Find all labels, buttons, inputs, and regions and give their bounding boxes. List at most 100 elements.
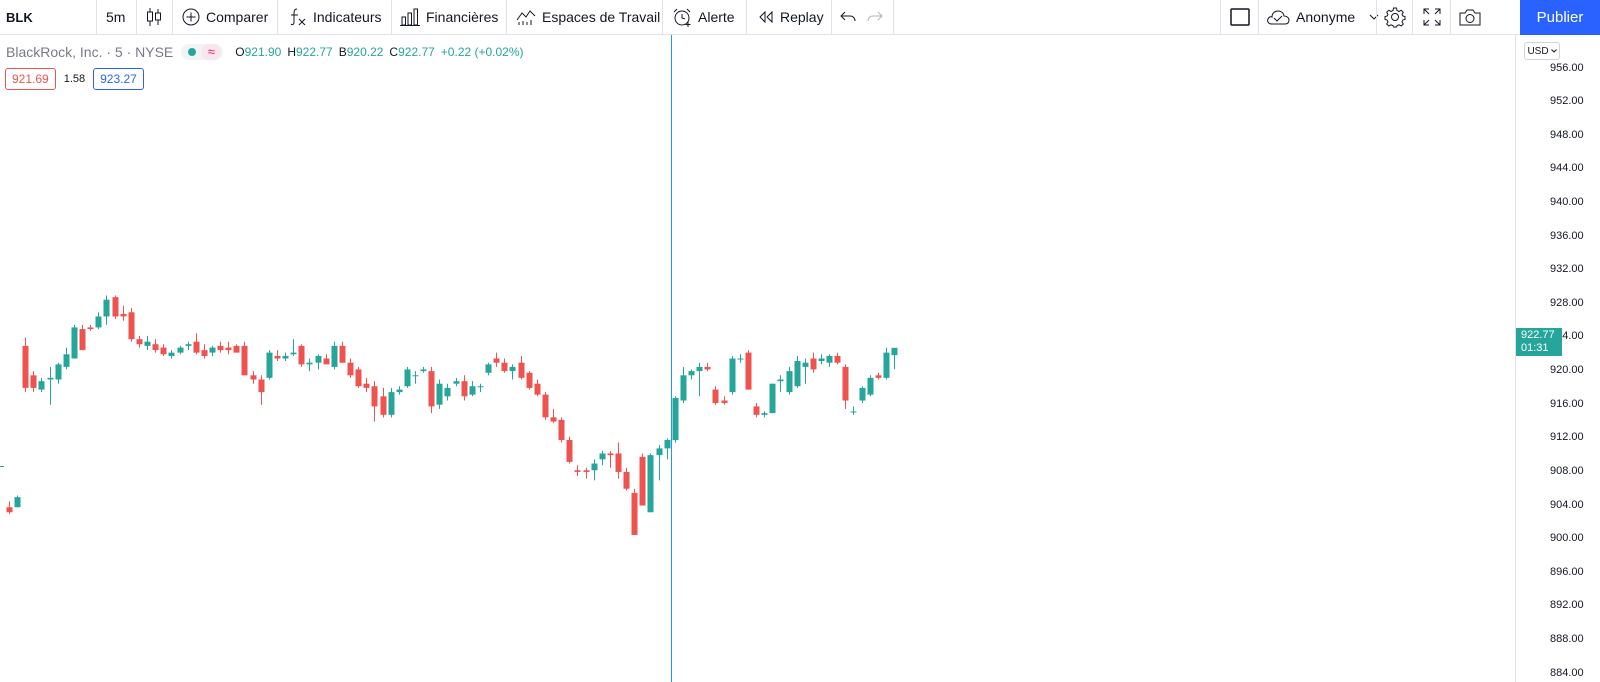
candle <box>444 383 451 401</box>
candle-body <box>615 453 622 472</box>
candle <box>745 350 752 390</box>
chart-type-button[interactable] <box>146 0 162 34</box>
candle <box>282 352 289 362</box>
candle <box>380 387 387 418</box>
square-icon <box>1230 8 1250 26</box>
candle <box>704 362 711 372</box>
toolbar-divider <box>1258 0 1259 34</box>
price-chart[interactable] <box>0 35 1515 682</box>
market-status-pill[interactable]: ≈ <box>181 44 224 60</box>
candle <box>347 358 354 378</box>
candle-body <box>339 345 346 363</box>
candle-body <box>160 347 167 355</box>
price-tick-label: 932.00 <box>1550 263 1584 276</box>
candle-body <box>201 350 208 356</box>
settings-button[interactable] <box>1384 0 1406 34</box>
toolbar-divider <box>1450 0 1451 34</box>
candle <box>753 403 760 418</box>
candle-body <box>469 386 476 395</box>
toolbar-divider <box>1220 0 1221 34</box>
candle <box>818 354 825 365</box>
symbol-search-button[interactable]: BLK <box>6 9 33 25</box>
price-tick-label: 948.00 <box>1550 128 1584 141</box>
candle-body <box>786 371 793 393</box>
candle <box>729 355 736 395</box>
publish-button[interactable]: Publier <box>1520 0 1600 35</box>
redo-button[interactable] <box>867 0 883 34</box>
candle <box>241 341 248 376</box>
candle <box>136 335 143 348</box>
account-menu-button[interactable]: Anonyme <box>1266 0 1379 34</box>
cloud-check-icon <box>1267 10 1290 25</box>
candle-body <box>22 345 29 388</box>
price-axis[interactable] <box>1515 35 1600 682</box>
screenshot-button[interactable] <box>1459 0 1481 34</box>
workspaces-button[interactable]: Espaces de Travail <box>516 0 660 34</box>
bid-price[interactable]: 921.69 <box>5 68 56 90</box>
candle <box>794 355 801 388</box>
alert-button[interactable]: Alerte <box>672 0 735 34</box>
candle-body <box>574 470 581 472</box>
candle <box>258 375 265 405</box>
candle <box>233 344 240 353</box>
candle <box>388 387 395 418</box>
candle <box>656 445 663 481</box>
candle <box>859 386 866 404</box>
low-value: 920.22 <box>346 45 384 59</box>
candle-body <box>396 389 403 393</box>
candle-body <box>274 355 281 359</box>
candle-body <box>347 362 354 376</box>
candle <box>160 344 167 356</box>
symbol-title[interactable]: BlackRock, Inc. · 5 · NYSE <box>6 44 174 60</box>
candle <box>63 347 70 370</box>
candle-body <box>867 377 874 395</box>
fullscreen-button[interactable] <box>1422 0 1442 34</box>
price-tick-label: 908.00 <box>1550 464 1584 477</box>
layout-button[interactable] <box>1230 0 1250 34</box>
candle-body <box>509 366 516 372</box>
candle <box>323 354 330 365</box>
candle-body <box>777 379 784 382</box>
candle <box>274 350 281 362</box>
compare-button[interactable]: Comparer <box>182 0 268 34</box>
ask-price[interactable]: 923.27 <box>93 68 144 90</box>
candle <box>501 358 508 373</box>
candle <box>558 417 565 443</box>
financials-button[interactable]: Financières <box>400 0 498 34</box>
interval-button[interactable]: 5m <box>106 9 126 25</box>
indicators-button[interactable]: Indicateurs <box>289 0 381 34</box>
candle <box>721 396 728 405</box>
candle <box>737 354 744 363</box>
replay-button[interactable]: Replay <box>758 0 824 34</box>
candle-body <box>493 358 500 363</box>
candle-body <box>566 440 573 462</box>
candle <box>842 364 849 409</box>
candle-body <box>30 375 37 388</box>
candle <box>6 501 13 514</box>
currency-selector[interactable]: USD <box>1524 42 1560 60</box>
candle-body <box>761 413 768 415</box>
candle <box>477 383 484 393</box>
candle-body <box>688 371 695 376</box>
candle <box>534 379 541 397</box>
candle <box>777 375 784 393</box>
candle <box>103 295 110 325</box>
candle-body <box>818 358 825 362</box>
toolbar-divider <box>831 0 832 34</box>
candle-body <box>63 354 70 367</box>
close-value: 922.77 <box>398 45 435 59</box>
candle <box>883 347 890 380</box>
candle-body <box>607 453 614 456</box>
candle <box>453 377 460 387</box>
candle-body <box>331 345 338 367</box>
candle <box>371 381 378 422</box>
candle <box>469 381 476 397</box>
price-tick-label: 944.00 <box>1550 162 1584 175</box>
candle <box>810 352 817 373</box>
candle-body <box>859 387 866 401</box>
candle-body <box>185 344 192 346</box>
undo-button[interactable] <box>840 0 856 34</box>
candle <box>591 459 598 481</box>
candle-body <box>87 327 94 330</box>
candle-body <box>599 453 606 460</box>
